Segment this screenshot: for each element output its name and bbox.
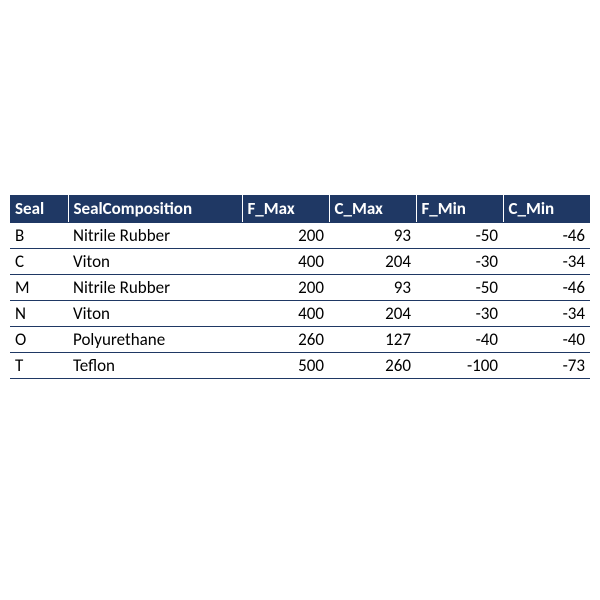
cell-seal: T bbox=[10, 353, 68, 379]
cell-cmax: 204 bbox=[329, 301, 416, 327]
cell-cmin: -34 bbox=[503, 249, 590, 275]
col-fmax: F_Max bbox=[242, 195, 329, 223]
cell-fmax: 400 bbox=[242, 249, 329, 275]
cell-fmin: -30 bbox=[416, 249, 503, 275]
cell-comp: Nitrile Rubber bbox=[68, 275, 242, 301]
col-fmin: F_Min bbox=[416, 195, 503, 223]
cell-cmin: -73 bbox=[503, 353, 590, 379]
cell-comp: Teflon bbox=[68, 353, 242, 379]
col-comp: SealComposition bbox=[68, 195, 242, 223]
table-row: B Nitrile Rubber 200 93 -50 -46 bbox=[10, 223, 590, 249]
header-row: Seal SealComposition F_Max C_Max F_Min C… bbox=[10, 195, 590, 223]
table-row: N Viton 400 204 -30 -34 bbox=[10, 301, 590, 327]
cell-comp: Polyurethane bbox=[68, 327, 242, 353]
cell-seal: B bbox=[10, 223, 68, 249]
cell-fmin: -50 bbox=[416, 275, 503, 301]
col-cmin: C_Min bbox=[503, 195, 590, 223]
cell-fmax: 200 bbox=[242, 223, 329, 249]
cell-fmax: 260 bbox=[242, 327, 329, 353]
table-row: O Polyurethane 260 127 -40 -40 bbox=[10, 327, 590, 353]
table-row: C Viton 400 204 -30 -34 bbox=[10, 249, 590, 275]
cell-cmin: -40 bbox=[503, 327, 590, 353]
cell-cmin: -46 bbox=[503, 223, 590, 249]
cell-cmax: 260 bbox=[329, 353, 416, 379]
cell-cmax: 93 bbox=[329, 223, 416, 249]
cell-fmin: -100 bbox=[416, 353, 503, 379]
table-container: Seal SealComposition F_Max C_Max F_Min C… bbox=[10, 195, 590, 379]
cell-seal: C bbox=[10, 249, 68, 275]
table-body: B Nitrile Rubber 200 93 -50 -46 C Viton … bbox=[10, 223, 590, 379]
col-cmax: C_Max bbox=[329, 195, 416, 223]
cell-comp: Nitrile Rubber bbox=[68, 223, 242, 249]
table-row: T Teflon 500 260 -100 -73 bbox=[10, 353, 590, 379]
cell-cmax: 204 bbox=[329, 249, 416, 275]
cell-fmax: 400 bbox=[242, 301, 329, 327]
cell-fmax: 500 bbox=[242, 353, 329, 379]
cell-comp: Viton bbox=[68, 301, 242, 327]
cell-cmin: -34 bbox=[503, 301, 590, 327]
cell-cmax: 93 bbox=[329, 275, 416, 301]
table-head: Seal SealComposition F_Max C_Max F_Min C… bbox=[10, 195, 590, 223]
cell-seal: M bbox=[10, 275, 68, 301]
col-seal: Seal bbox=[10, 195, 68, 223]
cell-cmax: 127 bbox=[329, 327, 416, 353]
cell-comp: Viton bbox=[68, 249, 242, 275]
cell-fmin: -40 bbox=[416, 327, 503, 353]
table-row: M Nitrile Rubber 200 93 -50 -46 bbox=[10, 275, 590, 301]
cell-fmin: -50 bbox=[416, 223, 503, 249]
cell-cmin: -46 bbox=[503, 275, 590, 301]
cell-seal: N bbox=[10, 301, 68, 327]
seal-table: Seal SealComposition F_Max C_Max F_Min C… bbox=[10, 195, 590, 379]
cell-fmin: -30 bbox=[416, 301, 503, 327]
cell-seal: O bbox=[10, 327, 68, 353]
cell-fmax: 200 bbox=[242, 275, 329, 301]
